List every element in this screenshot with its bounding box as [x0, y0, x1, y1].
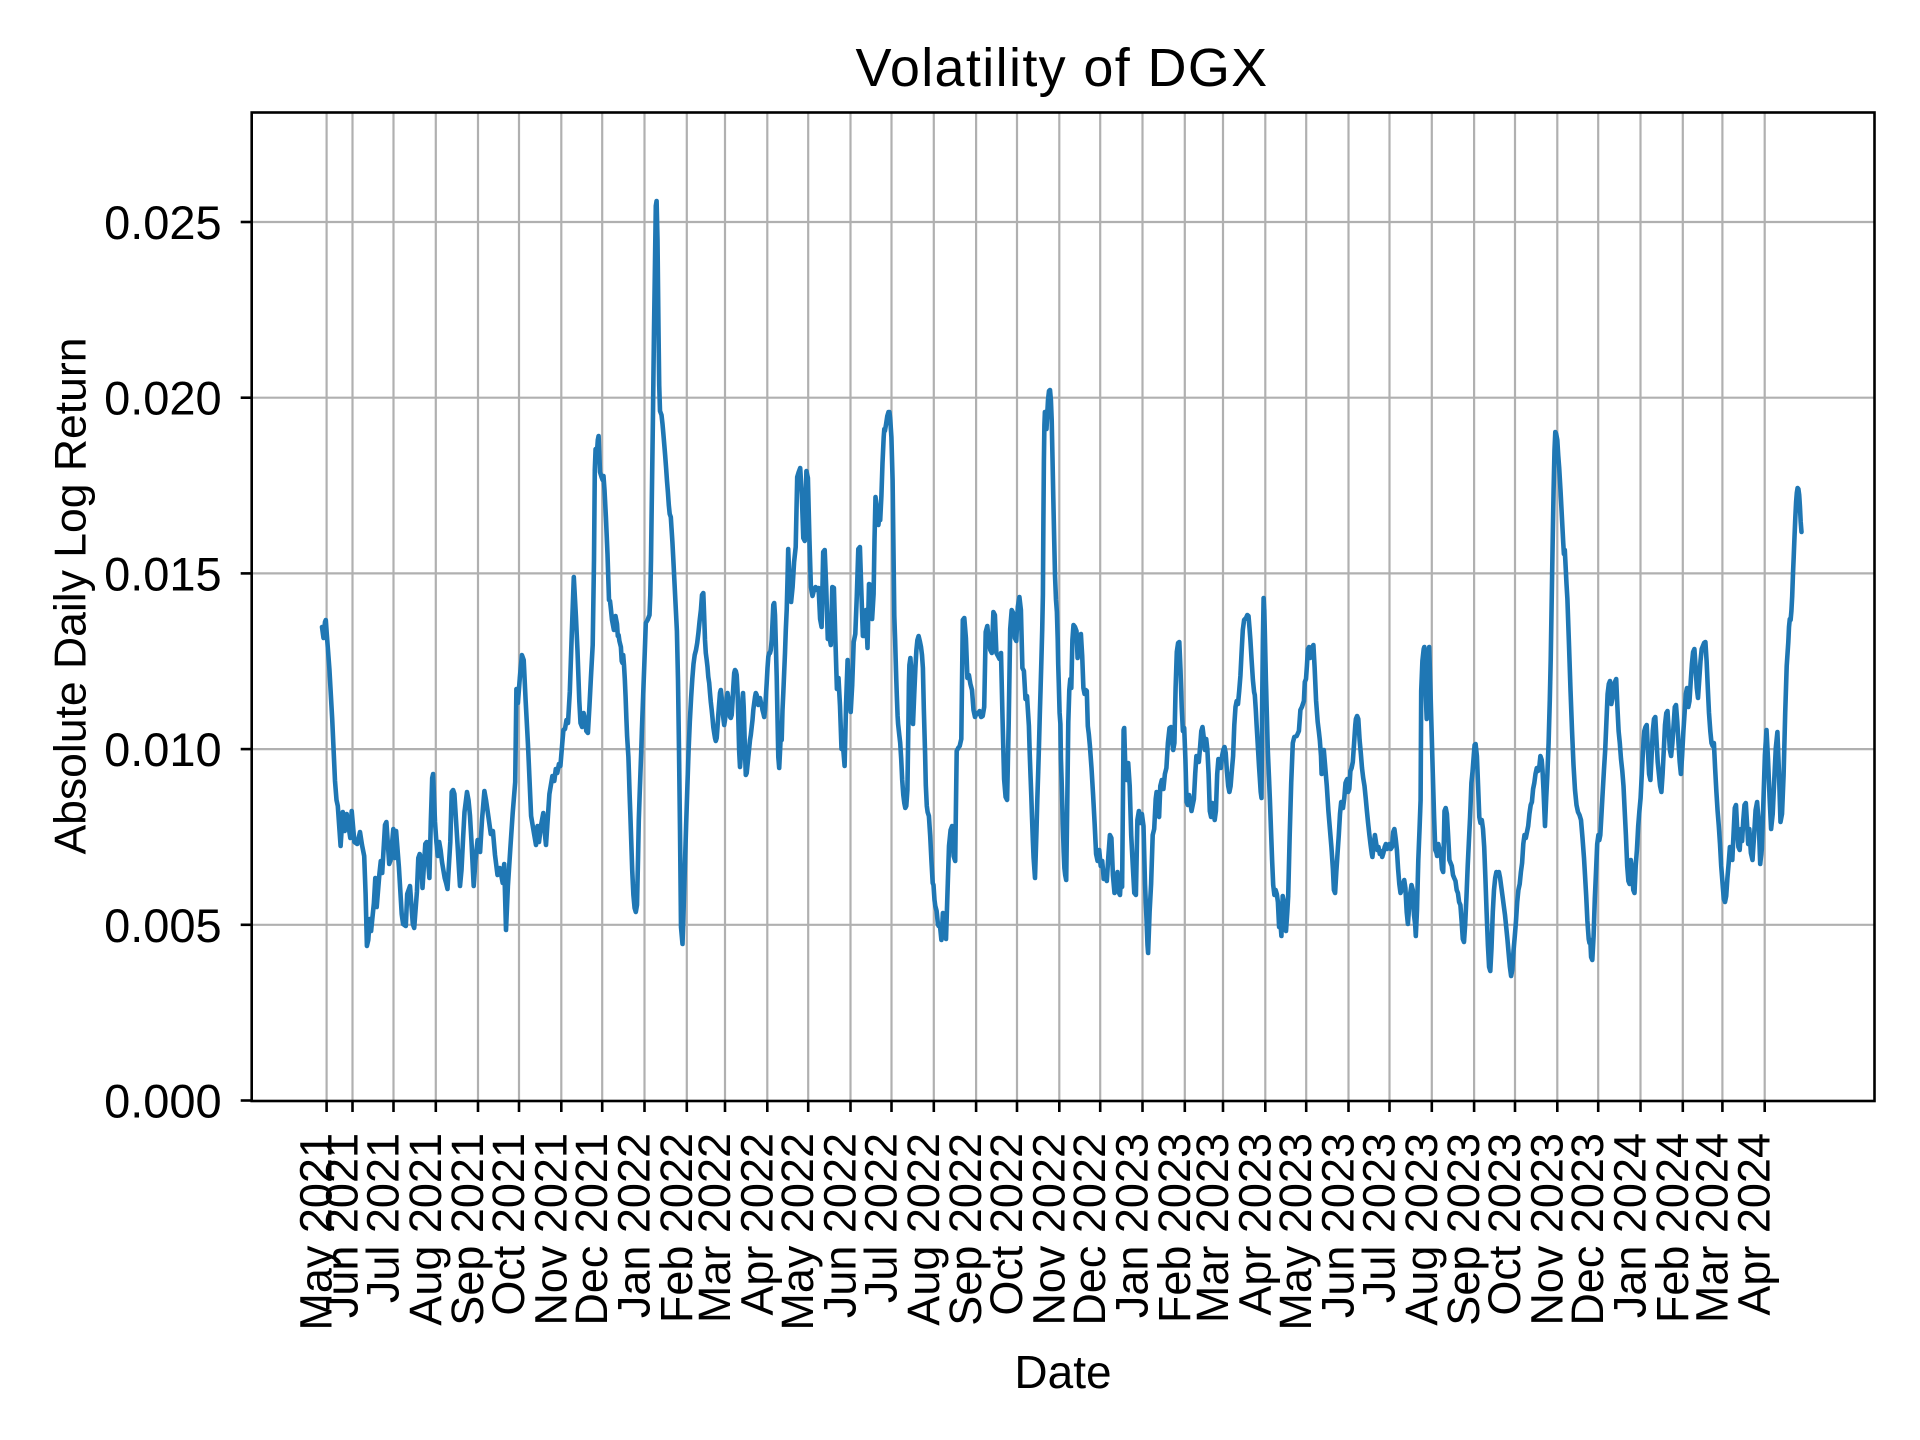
svg-text:Date: Date — [1014, 1346, 1111, 1398]
svg-text:0.015: 0.015 — [104, 547, 222, 600]
svg-text:Volatility of DGX: Volatility of DGX — [855, 38, 1268, 98]
svg-text:Apr 2022: Apr 2022 — [731, 1133, 782, 1316]
svg-text:Oct 2023: Oct 2023 — [1479, 1133, 1530, 1316]
svg-text:Jan 2024: Jan 2024 — [1605, 1133, 1656, 1318]
svg-text:Apr 2023: Apr 2023 — [1229, 1133, 1280, 1316]
svg-text:Aug 2021: Aug 2021 — [400, 1133, 451, 1326]
svg-text:0.000: 0.000 — [104, 1075, 222, 1128]
svg-text:Jun 2023: Jun 2023 — [1313, 1133, 1364, 1318]
svg-text:0.025: 0.025 — [104, 196, 222, 249]
svg-text:Feb 2022: Feb 2022 — [651, 1133, 702, 1323]
svg-text:Sep 2021: Sep 2021 — [442, 1133, 493, 1326]
svg-text:Dec 2021: Dec 2021 — [566, 1133, 617, 1326]
svg-text:Apr 2024: Apr 2024 — [1729, 1133, 1780, 1316]
svg-text:Sep 2022: Sep 2022 — [940, 1133, 991, 1326]
svg-text:Jul 2021: Jul 2021 — [358, 1133, 409, 1303]
svg-text:Sep 2023: Sep 2023 — [1438, 1133, 1489, 1326]
svg-text:Mar 2023: Mar 2023 — [1187, 1133, 1238, 1323]
svg-text:Absolute Daily Log Return: Absolute Daily Log Return — [47, 338, 96, 855]
svg-text:Nov 2022: Nov 2022 — [1023, 1133, 1074, 1326]
svg-text:Jan 2022: Jan 2022 — [609, 1133, 660, 1318]
svg-text:Mar 2024: Mar 2024 — [1686, 1133, 1737, 1323]
svg-text:Mar 2022: Mar 2022 — [689, 1133, 740, 1323]
svg-text:Jul 2022: Jul 2022 — [856, 1133, 907, 1303]
svg-text:Dec 2022: Dec 2022 — [1064, 1133, 1115, 1326]
svg-text:Dec 2023: Dec 2023 — [1562, 1133, 1613, 1326]
svg-text:Feb 2023: Feb 2023 — [1149, 1133, 1200, 1323]
svg-text:Aug 2022: Aug 2022 — [898, 1133, 949, 1326]
svg-text:0.010: 0.010 — [104, 723, 222, 776]
svg-text:Oct 2021: Oct 2021 — [483, 1133, 534, 1316]
svg-text:0.005: 0.005 — [104, 899, 222, 952]
svg-text:Aug 2023: Aug 2023 — [1396, 1133, 1447, 1326]
svg-text:Nov 2023: Nov 2023 — [1521, 1133, 1572, 1326]
svg-text:Jun 2022: Jun 2022 — [815, 1133, 866, 1318]
svg-text:0.020: 0.020 — [104, 372, 222, 425]
svg-text:Jan 2023: Jan 2023 — [1107, 1133, 1158, 1318]
svg-text:Oct 2022: Oct 2022 — [981, 1133, 1032, 1316]
svg-text:May 2023: May 2023 — [1270, 1133, 1321, 1331]
svg-text:Feb 2024: Feb 2024 — [1647, 1133, 1698, 1323]
svg-text:May 2021: May 2021 — [291, 1133, 342, 1331]
svg-text:Jul 2023: Jul 2023 — [1354, 1133, 1405, 1303]
svg-text:May 2022: May 2022 — [772, 1133, 823, 1331]
svg-text:Jun 2021: Jun 2021 — [317, 1133, 368, 1318]
svg-text:Nov 2021: Nov 2021 — [525, 1133, 576, 1326]
